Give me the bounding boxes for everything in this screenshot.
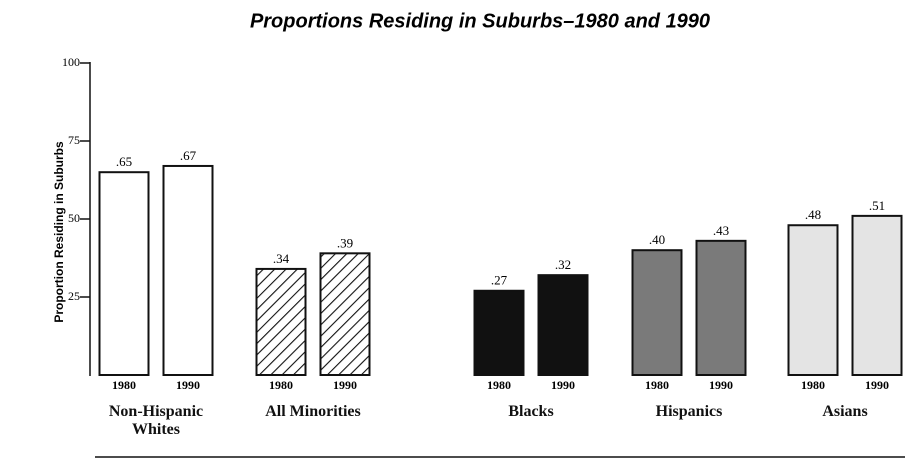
series-year-label: 1980 [112, 378, 136, 392]
category-label: Hispanics [655, 403, 723, 420]
value-label: .43 [713, 223, 729, 238]
bar [537, 274, 589, 376]
bar [473, 289, 525, 377]
y-tick-label: 100 [62, 55, 80, 69]
series-year-label: 1990 [709, 378, 733, 392]
value-label: .27 [491, 273, 508, 288]
value-label: .51 [869, 198, 885, 213]
bar [319, 252, 371, 377]
series-year-label: 1980 [487, 378, 511, 392]
value-label: .34 [273, 251, 290, 266]
series-year-label: 1990 [551, 378, 575, 392]
bar [255, 267, 307, 377]
bar [98, 171, 150, 376]
bar [695, 239, 747, 376]
series-year-label: 1980 [269, 378, 293, 392]
bar [631, 249, 683, 376]
series-year-label: 1980 [801, 378, 825, 392]
y-axis-label: Proportion Residing in Suburbs [52, 141, 66, 323]
y-tick-label: 25 [68, 289, 80, 303]
series-year-label: 1990 [865, 378, 889, 392]
value-label: .39 [337, 235, 353, 250]
series-year-label: 1990 [333, 378, 357, 392]
bar [162, 164, 214, 376]
bar [851, 214, 903, 376]
value-label: .48 [805, 207, 821, 222]
category-label: Blacks [508, 403, 554, 420]
bar [787, 224, 839, 376]
chart-title: Proportions Residing in Suburbs–1980 and… [250, 10, 710, 32]
value-label: .40 [649, 232, 665, 247]
category-label: Non-Hispanic Whites [108, 403, 204, 438]
value-label: .32 [555, 257, 571, 272]
y-tick-label: 50 [68, 211, 80, 225]
value-label: .65 [116, 154, 132, 169]
value-label: .67 [180, 148, 197, 163]
category-label: All Minorities [265, 403, 361, 420]
y-tick-label: 75 [68, 133, 80, 147]
series-year-label: 1980 [645, 378, 669, 392]
series-year-label: 1990 [176, 378, 200, 392]
category-label: Asians [822, 403, 868, 420]
